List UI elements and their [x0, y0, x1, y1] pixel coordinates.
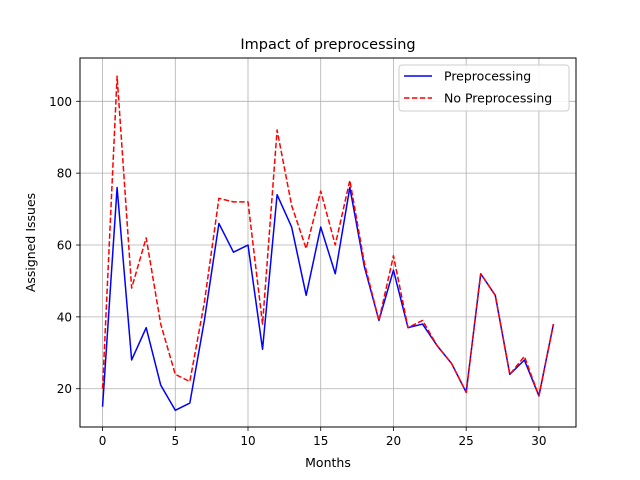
y-tick-label: 60 — [57, 239, 72, 253]
legend-label-preprocessing: Preprocessing — [444, 69, 531, 84]
y-tick-label: 80 — [57, 167, 72, 181]
plot-frame — [79, 57, 577, 428]
x-axis-ticks: 0 5 10 15 20 25 30 — [99, 427, 547, 448]
y-tick-label: 20 — [57, 382, 72, 396]
legend: Preprocessing No Preprocessing — [398, 64, 570, 112]
x-tick-label: 30 — [531, 434, 546, 448]
series-line-preprocessing — [101, 186, 555, 412]
y-tick-label: 40 — [57, 310, 72, 324]
y-axis-ticks: 20 40 60 80 100 — [49, 95, 80, 396]
legend-box — [398, 64, 570, 112]
legend-label-no-preprocessing: No Preprocessing — [444, 91, 552, 106]
y-axis-label: Assigned Issues — [23, 193, 38, 292]
x-tick-label: 20 — [386, 434, 401, 448]
x-tick-label: 10 — [240, 434, 255, 448]
y-tick-label: 100 — [49, 95, 72, 109]
x-axis-label: Months — [305, 455, 351, 470]
x-tick-label: 15 — [313, 434, 328, 448]
chart-title: Impact of preprocessing — [240, 37, 415, 53]
x-tick-label: 0 — [99, 434, 107, 448]
x-tick-label: 25 — [459, 434, 474, 448]
x-tick-label: 5 — [171, 434, 179, 448]
series-line-no-preprocessing — [101, 75, 555, 397]
series-layer — [101, 75, 555, 412]
